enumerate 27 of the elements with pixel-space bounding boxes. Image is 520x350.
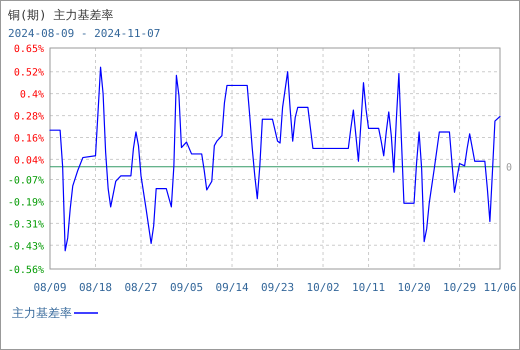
x-tick-label: 08/27 (124, 281, 158, 294)
y-tick-label: -0.56% (8, 265, 44, 276)
y-tick-label: -0.07% (8, 176, 44, 187)
x-tick-label: 10/29 (442, 281, 476, 294)
chart-subtitle: 2024-08-09 - 2024-11-07 (8, 27, 160, 40)
legend-label: 主力基差率 (12, 306, 72, 320)
x-tick-label: 10/11 (352, 281, 386, 294)
y-tick-label: -0.43% (8, 241, 44, 252)
y-tick-label: 0.16% (14, 133, 44, 144)
x-tick-label: 09/23 (260, 281, 294, 294)
line-series (49, 66, 501, 252)
x-tick-label: 08/18 (78, 281, 112, 294)
ref-line-label: 0 (506, 162, 512, 174)
y-tick-label: 0.04% (14, 155, 44, 166)
y-tick-label: -0.19% (8, 197, 44, 208)
x-tick-label: 10/20 (397, 281, 431, 294)
x-tick-label: 09/14 (215, 281, 249, 294)
y-tick-label: 0.65% (14, 44, 44, 55)
x-tick-label: 08/09 (33, 281, 67, 294)
y-tick-label: -0.31% (8, 219, 44, 230)
x-tick-label: 09/05 (170, 281, 204, 294)
x-tick-label: 11/06 (483, 281, 517, 294)
y-tick-label: 0.52% (14, 68, 44, 79)
y-tick-label: 0.28% (14, 112, 44, 123)
chart-title: 铜(期) 主力基差率 (7, 8, 114, 22)
x-tick-label: 10/02 (306, 281, 340, 294)
y-tick-label: 0.4% (20, 90, 44, 101)
